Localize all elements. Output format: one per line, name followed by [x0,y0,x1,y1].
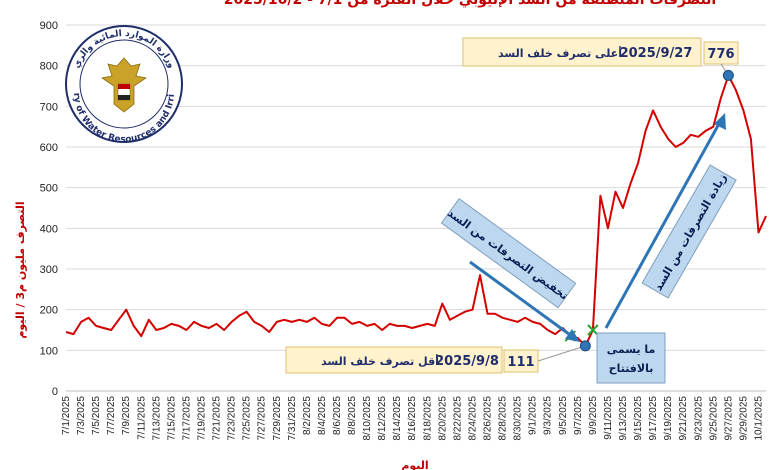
opening-label-line2: بالافتتاح [609,362,654,375]
x-tick-label: 9/21/2025 [678,396,689,441]
y-tick-label: 600 [40,142,58,154]
x-tick-label: 8/10/2025 [362,396,373,441]
y-tick-label: 300 [40,264,58,276]
eagle-icon [100,57,148,113]
x-tick-label: 8/24/2025 [467,396,478,441]
x-tick-label: 9/5/2025 [558,396,569,435]
x-tick-label: 9/9/2025 [588,396,599,435]
y-tick-label: 500 [40,183,58,195]
x-tick-label: 7/5/2025 [91,396,102,435]
x-tick-label: 8/8/2025 [347,396,358,435]
x-tick-label: 7/15/2025 [166,396,177,441]
increase-arrowhead [714,113,726,130]
x-tick-label: 8/12/2025 [377,396,388,441]
x-tick-label: 7/19/2025 [196,396,207,441]
x-tick-label: 7/17/2025 [181,396,192,441]
x-tick-label: 7/25/2025 [242,396,253,441]
x-tick-label: 7/3/2025 [76,396,87,435]
x-tick-label: 8/16/2025 [407,396,418,441]
x-tick-label: 8/4/2025 [317,396,328,435]
x-tick-label: 7/11/2025 [136,396,147,440]
increase-label-box [641,164,737,299]
max-callout-box [462,37,702,67]
x-tick-label: 7/7/2025 [106,396,117,435]
max-callout: 2025/9/27 أعلى تصرف خلف السد 776 [462,37,739,81]
x-tick-label: 7/1/2025 [61,396,72,435]
x-tick-label: 9/7/2025 [573,396,584,435]
x-tick-label: 7/27/2025 [257,396,268,441]
x-tick-label: 8/28/2025 [498,396,509,441]
x-tick-label: 8/14/2025 [392,396,403,441]
x-tick-label: 8/18/2025 [422,396,433,441]
min-value-label: 111 [507,355,534,370]
max-point-marker [722,69,734,81]
increase-annotation: زيادة التصرفات من السد [604,113,737,329]
discharge-series-line [65,74,767,347]
opening-annotation: ما يسمى بالافتتاح [596,332,666,384]
x-tick-label: 8/2/2025 [302,396,313,435]
x-tick-label: 9/23/2025 [693,396,704,441]
max-callout-date: 2025/9/27 [620,46,693,61]
y-axis-title: التصرف مليون م3 / اليوم [14,201,27,338]
min-callout-text: أقل تصرف خلف السد [321,354,439,368]
x-tick-label: 7/21/2025 [212,396,223,441]
y-tick-label: 200 [40,305,58,317]
x-tick-label: 9/15/2025 [633,396,644,441]
x-tick-label: 7/31/2025 [287,396,298,441]
logo-inner-ring [79,39,169,129]
ministry-logo: وزارة الموارد المائية والري Ministry of … [0,0,183,145]
x-tick-label: 10/1/2025 [753,396,764,441]
min-leader-line [537,345,586,362]
opening-label-box [596,332,666,384]
opening-label-line1: ما يسمى [607,343,656,356]
decrease-arrow [469,260,574,339]
green-x-marker [587,324,599,336]
x-tick-label: 9/13/2025 [618,396,629,441]
y-tick-label: 0 [52,386,58,398]
x-tick-label: 7/29/2025 [272,396,283,441]
grid-lines [66,24,766,392]
x-tick-label: 7/23/2025 [227,396,238,441]
chart-title: التصرفات المنطلقة من السد الإثيوبي خلال … [224,0,716,8]
y-tick-label: 900 [40,20,58,32]
x-tick-label: 8/6/2025 [332,396,343,435]
x-tick-label: 9/11/2025 [603,396,614,440]
y-tick-label: 400 [40,223,58,235]
x-tick-label: 8/30/2025 [513,396,524,441]
decrease-label-box [440,198,577,309]
x-tick-label: 8/20/2025 [437,396,448,441]
x-tick-label: 8/26/2025 [483,396,494,441]
min-point-marker [579,340,591,352]
x-tick-label: 8/22/2025 [452,396,463,441]
x-tick-label: 9/25/2025 [708,396,719,441]
y-tick-label: 100 [40,345,58,357]
max-callout-text: أعلى تصرف خلف السد [498,46,622,60]
x-tick-label: 9/29/2025 [738,396,749,441]
x-tick-label: 7/13/2025 [151,396,162,441]
increase-arrow [604,121,722,329]
increase-label: زيادة التصرفات من السد [652,171,730,293]
x-tick-label: 9/1/2025 [528,396,539,435]
x-tick-label: 9/3/2025 [543,396,554,435]
min-callout-date: 2025/9/8 [435,354,499,369]
y-axis-ticks: 0 100 200 300 400 500 600 700 800 900 [40,20,58,398]
x-tick-label: 9/17/2025 [648,396,659,441]
y-tick-label: 800 [40,61,58,73]
x-tick-label: 7/9/2025 [121,396,132,435]
max-value-label: 776 [707,47,734,62]
y-tick-label: 700 [40,101,58,113]
x-tick-label: 9/19/2025 [663,396,674,441]
min-callout-box [285,346,503,374]
min-callout: 2025/9/8 أقل تصرف خلف السد 111 [285,340,591,374]
x-axis-title: اليوم [401,459,428,470]
decrease-arrowhead [565,329,580,342]
x-tick-label: 9/27/2025 [723,396,734,441]
x-axis-ticks: 7/1/2025 7/3/2025 7/5/2025 7/7/2025 7/9/2025… [61,396,764,441]
